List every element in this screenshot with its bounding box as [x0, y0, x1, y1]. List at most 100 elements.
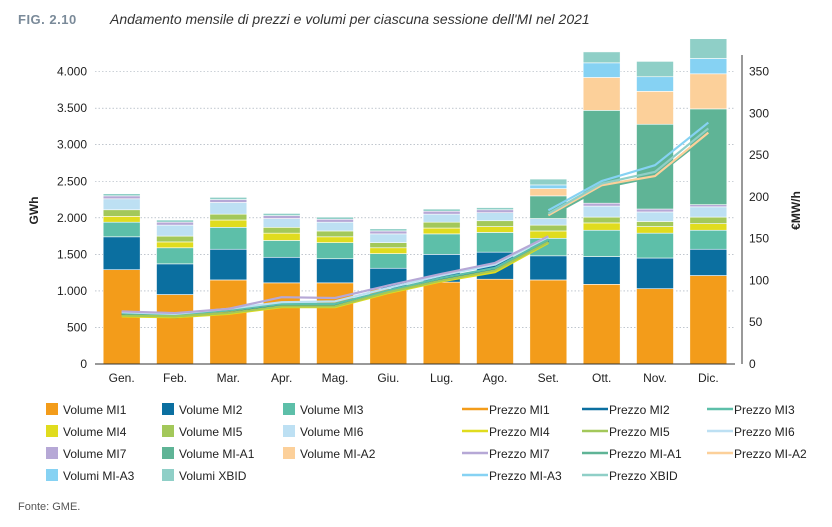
bar-volume-mi7: [316, 218, 354, 223]
legend-swatch-volume-mi7: [46, 447, 58, 459]
legend-label: Prezzo XBID: [609, 469, 678, 483]
y-tick-label: 3.500: [57, 101, 87, 115]
legend-label: Prezzo MI-A2: [734, 447, 807, 461]
bar-volume-mi1: [262, 282, 301, 365]
bar-volume-mi7: [156, 221, 194, 226]
bar-volumi-mi-a3: [582, 62, 621, 78]
y-axis-title: GWh: [27, 197, 41, 225]
y2-tick-label: 300: [749, 106, 769, 120]
bar-volume-mi3: [369, 253, 408, 269]
line-prezzo-xbid: [547, 127, 710, 215]
y-tick-label: 0: [80, 357, 87, 371]
bar-volume-mi-a2: [582, 77, 621, 111]
bar-volume-mi4: [156, 241, 194, 249]
bar-volume-mi6: [582, 205, 621, 218]
line-prezzo-mi7: [121, 235, 549, 315]
bar-volume-mi7: [582, 202, 621, 207]
x-tick-label: Giu.: [377, 371, 399, 385]
legend-label: Volume MI-A2: [300, 447, 376, 461]
x-tick-label: Nov.: [643, 371, 667, 385]
x-tick-label: Dic.: [698, 371, 719, 385]
y2-tick-label: 150: [749, 232, 769, 246]
bar-volume-mi3: [262, 240, 301, 258]
bar-volume-mi6: [209, 202, 248, 215]
bar-volumi-xbid: [102, 193, 141, 197]
x-tick-label: Lug.: [430, 371, 453, 385]
legend-label: Volumi XBID: [179, 469, 247, 483]
bar-volume-mi-a2: [529, 188, 568, 197]
bar-volume-mi5: [529, 224, 568, 232]
bar-volume-mi5: [262, 227, 301, 234]
bar-volume-mi6: [529, 218, 568, 226]
bar-volume-mi5: [209, 213, 248, 221]
y-tick-label: 2.000: [57, 211, 87, 225]
bar-volume-mi4: [422, 227, 461, 235]
line-prezzo-mi5: [121, 241, 549, 318]
bar-volumi-xbid: [422, 208, 461, 212]
bar-volume-mi1: [582, 284, 621, 365]
legend-swatch-volume-mi-a2: [283, 447, 295, 459]
bar-volume-mi3: [476, 232, 514, 253]
bar-volumi-xbid: [262, 213, 301, 216]
bar-volume-mi7: [102, 195, 141, 200]
y2-tick-label: 200: [749, 190, 769, 204]
line-prezzo-mi-a2: [547, 131, 710, 217]
bar-volume-mi5: [476, 220, 514, 227]
bar-volumi-xbid: [476, 207, 514, 211]
y2-tick-label: 350: [749, 65, 769, 79]
bar-volume-mi5: [156, 235, 194, 243]
legend-label: Volume MI-A1: [179, 447, 255, 461]
bar-volume-mi2: [529, 255, 568, 281]
bar-volume-mi4: [476, 226, 514, 233]
bar-volumi-xbid: [209, 197, 248, 200]
legend-label: Volumi MI-A3: [63, 469, 135, 483]
chart-title: Andamento mensile di prezzi e volumi per…: [110, 11, 590, 27]
x-tick-label: Set.: [538, 371, 559, 385]
bar-volume-mi7: [689, 204, 728, 208]
axes: 0 500 1.000 1.500 2.000 2.500 3.000 3.500 4.000 0…: [27, 55, 803, 385]
legend-swatch-volume-mi-a1: [162, 447, 174, 459]
line-prezzo-mi-a1: [547, 134, 710, 218]
y2-tick-label: 50: [749, 315, 763, 329]
legend-swatch-volume-mi6: [283, 425, 295, 437]
bar-volumi-xbid: [636, 61, 674, 78]
bar-volume-mi7: [209, 199, 248, 203]
bar-volume-mi1: [316, 282, 354, 365]
bar-volume-mi5: [316, 230, 354, 238]
bar-volumi-xbid: [582, 51, 621, 64]
bar-volume-mi4: [209, 219, 248, 228]
legend-label: Prezzo MI1: [489, 403, 550, 417]
y2-tick-label: 250: [749, 148, 769, 162]
y2-tick-label: 100: [749, 273, 769, 287]
bar-volume-mi4: [316, 236, 354, 243]
bar-volume-mi6: [156, 224, 194, 237]
legend-label: Prezzo MI7: [489, 447, 550, 461]
bar-volume-mi2: [582, 256, 621, 285]
x-tick-label: Feb.: [163, 371, 187, 385]
bar-volume-mi4: [582, 222, 621, 231]
legend-label: Prezzo MI6: [734, 425, 795, 439]
bar-volume-mi3: [209, 227, 248, 250]
legend-label: Volume MI5: [179, 425, 243, 439]
legend-label: Prezzo MI4: [489, 425, 550, 439]
bar-volume-mi7: [422, 210, 461, 215]
bar-volume-mi-a2: [689, 73, 728, 110]
bar-volume-mi1: [156, 294, 194, 365]
source-note: Fonte: GME.: [18, 501, 81, 513]
bar-volume-mi3: [156, 247, 194, 265]
bar-volume-mi2: [689, 248, 728, 276]
y2-axis-title: €MW/h: [789, 191, 803, 230]
bar-volume-mi6: [369, 233, 408, 243]
y-tick-label: 4.000: [57, 65, 87, 79]
legend: Volume MI1 Volume MI2 Volume MI3 Volume MI4…: [46, 403, 807, 483]
bar-volume-mi3: [636, 232, 674, 259]
line-prezzo-mi3: [121, 238, 549, 316]
bar-volume-mi3: [689, 229, 728, 250]
legend-label: Prezzo MI3: [734, 403, 795, 417]
bar-volume-mi1: [209, 279, 248, 365]
bar-volume-mi7: [636, 208, 674, 213]
legend-swatch-volumi-mi-a3: [46, 469, 58, 481]
bar-volume-mi2: [209, 248, 248, 281]
bar-volume-mi7: [369, 230, 408, 235]
bar-volume-mi3: [316, 242, 354, 260]
